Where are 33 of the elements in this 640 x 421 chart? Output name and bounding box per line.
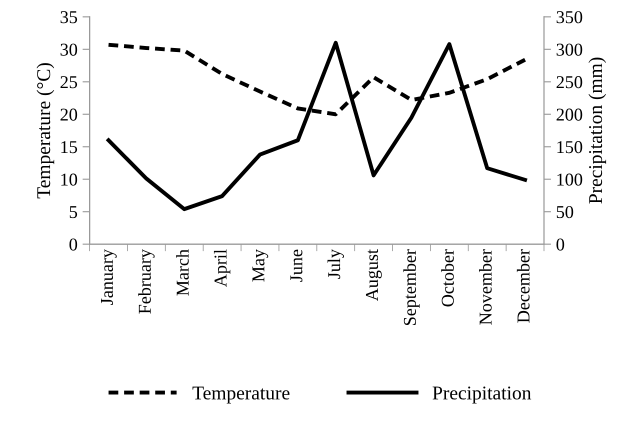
y-tick-label: 15 — [61, 141, 78, 154]
line-series — [106, 40, 528, 212]
x-tick-label: June — [290, 250, 302, 282]
legend-label: Precipitation — [432, 386, 532, 404]
y2-tick-label: 50 — [556, 206, 574, 218]
y2-tick-label: 200 — [556, 108, 582, 121]
y2-axis-title: Precipitation (mm) — [588, 58, 606, 204]
y-tick-label: 0 — [69, 238, 78, 251]
y-tick-label: 30 — [60, 44, 78, 56]
x-tick-label: April — [214, 249, 230, 287]
y2-tick-label: 300 — [556, 44, 582, 56]
y2-tick-label: 250 — [556, 76, 582, 88]
legend-label: Temperature — [192, 386, 290, 404]
y-tick-label: 10 — [61, 173, 78, 186]
x-tick-label: May — [252, 249, 268, 282]
y2-tick-label: 100 — [557, 173, 582, 186]
x-tick-label: July — [328, 249, 344, 279]
x-tick-label: September — [403, 249, 420, 326]
y-axis-title: Temperature (°C) — [36, 63, 54, 198]
y2-tick-label: 150 — [557, 141, 582, 154]
x-tick-label: February — [138, 249, 155, 314]
x-tick-label: January — [101, 249, 117, 305]
x-tick-label: August — [366, 249, 382, 302]
y-tick-label: 5 — [70, 206, 78, 218]
y-tick-label: 25 — [60, 76, 78, 88]
y2-tick-label: 350 — [556, 11, 582, 24]
y-tick-label: 20 — [60, 108, 78, 121]
x-tick-label: November — [479, 249, 492, 325]
x-tick-label: December — [516, 249, 530, 323]
x-tick-label: March — [176, 249, 189, 296]
y2-tick-label: 0 — [556, 238, 564, 251]
x-tick-label: October — [441, 249, 454, 306]
y-tick-label: 35 — [60, 11, 78, 24]
